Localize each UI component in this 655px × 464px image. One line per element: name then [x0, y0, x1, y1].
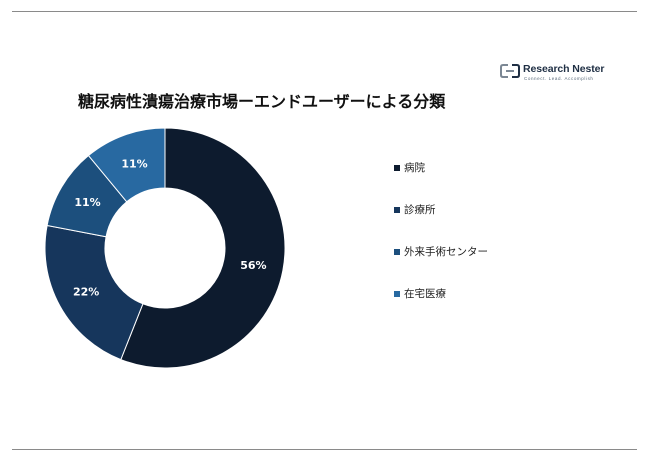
legend-swatch	[394, 249, 400, 255]
legend-swatch	[394, 291, 400, 297]
slice-value-label: 22%	[73, 285, 99, 298]
logo-mark-icon	[500, 64, 520, 78]
legend-label: 診療所	[404, 204, 436, 216]
research-nester-logo: Research Nester Connect. Lead. Accomplis…	[500, 62, 620, 84]
top-divider	[12, 11, 637, 12]
slice-value-label: 56%	[240, 259, 266, 272]
logo-tagline: Connect. Lead. Accomplish	[524, 76, 594, 81]
bottom-divider	[12, 449, 637, 450]
slice-hospital	[120, 127, 286, 369]
legend-label: 在宅医療	[404, 288, 446, 300]
chart-title: 糖尿病性潰瘍治療市場ーエンドユーザーによる分類	[78, 92, 446, 111]
legend-label: 外来手術センター	[404, 246, 488, 258]
slice-value-label: 11%	[121, 157, 147, 170]
slice-value-label: 11%	[74, 196, 100, 209]
logo-name: Research Nester	[523, 63, 605, 75]
slice-clinic	[44, 224, 144, 361]
legend-swatch	[394, 165, 400, 171]
legend-label: 病院	[404, 162, 425, 174]
slice-home-care	[87, 127, 166, 203]
legend-swatch	[394, 207, 400, 213]
